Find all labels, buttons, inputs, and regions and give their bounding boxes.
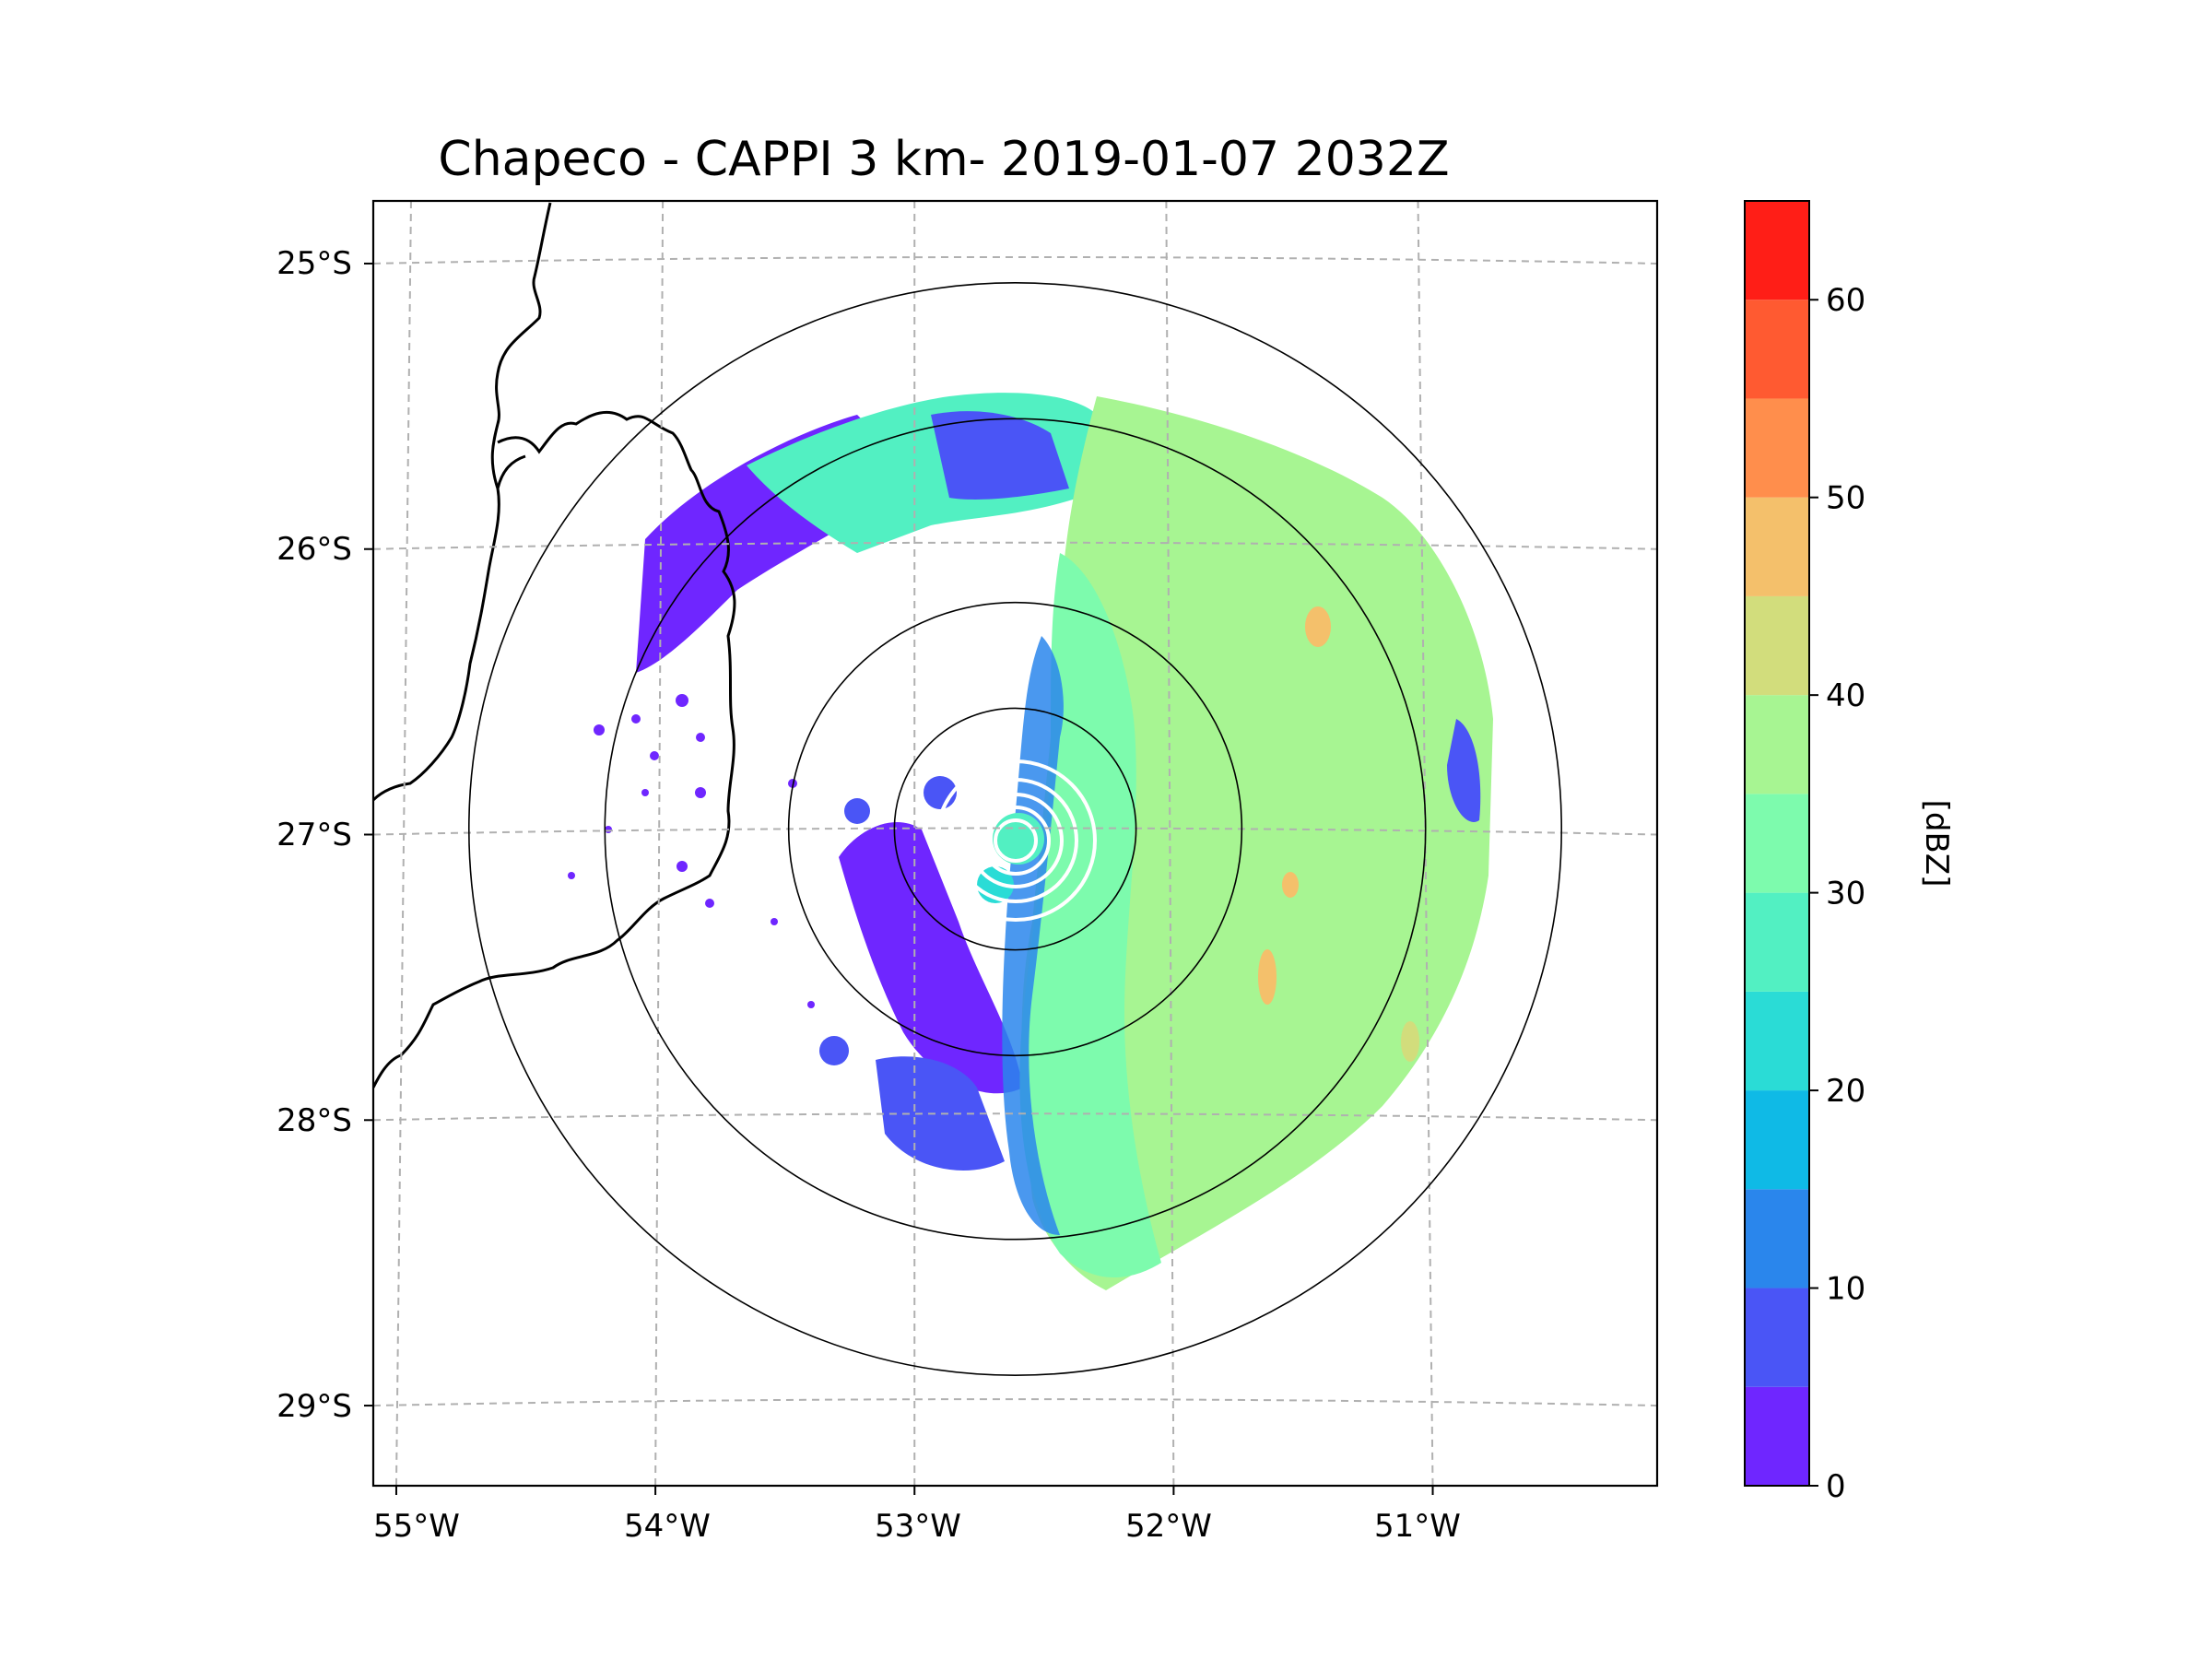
state-border <box>373 410 736 1088</box>
colorbar-level <box>1745 595 1809 696</box>
colorbar-level <box>1745 695 1809 794</box>
strong-cells <box>1258 606 1419 1062</box>
lat-ticks: 25°S 26°S 27°S 28°S 29°S <box>276 245 352 1425</box>
northern-arc-edge <box>931 411 1069 500</box>
range-rings <box>467 282 1563 1377</box>
colorbar-level <box>1745 1189 1809 1288</box>
map-frame <box>371 199 1659 1488</box>
lon-tick-label: 54°W <box>624 1508 711 1545</box>
colorbar-tick-label: 30 <box>1826 876 1865 912</box>
lon-ticks: 55°W 54°W 53°W 52°W 51°W <box>373 1508 1461 1545</box>
colorbar-tick-label: 20 <box>1826 1073 1865 1110</box>
colorbar-tick-label: 50 <box>1826 480 1865 517</box>
colorbar-level <box>1745 892 1809 992</box>
weak-echo-south <box>876 1056 1005 1171</box>
colorbar-levels <box>1745 201 1809 1486</box>
chart-title: Chapeco - CAPPI 3 km- 2019-01-07 2032Z <box>438 132 1449 187</box>
colorbar-label: [dBZ] <box>1918 800 1955 888</box>
eastern-edge-cells <box>1447 719 1481 822</box>
lat-tick-label: 29°S <box>276 1388 352 1425</box>
lat-tick-label: 25°S <box>276 245 352 282</box>
range-ring <box>787 601 1243 1057</box>
range-ring <box>604 418 1427 1241</box>
stratiform-rain <box>1021 396 1493 1290</box>
colorbar-level <box>1745 300 1809 399</box>
lon-tick-label: 51°W <box>1374 1508 1461 1545</box>
weak-echo-southwest <box>839 821 1023 1094</box>
western-specks <box>568 694 815 1008</box>
lon-tick-label: 53°W <box>875 1508 961 1545</box>
colorbar-tick-label: 40 <box>1826 677 1865 714</box>
lat-tick-label: 28°S <box>276 1102 352 1139</box>
colorbar-level <box>1745 991 1809 1091</box>
colorbar-level <box>1745 1288 1809 1387</box>
colorbar-tick-label: 0 <box>1826 1468 1846 1505</box>
lon-tick-label: 55°W <box>373 1508 460 1545</box>
lat-tick-label: 27°S <box>276 817 352 853</box>
colorbar-tick-label: 60 <box>1826 282 1865 319</box>
lat-tick-label: 26°S <box>276 531 352 568</box>
colorbar-ticks: 0 10 20 30 40 50 60 <box>1809 282 1865 1505</box>
country-border <box>373 202 552 802</box>
colorbar: 0 10 20 30 40 50 60 [dBZ] <box>1744 200 1955 1505</box>
colorbar-tick-label: 10 <box>1826 1271 1865 1308</box>
colorbar-frame <box>1744 200 1810 1487</box>
range-ring <box>467 282 1563 1377</box>
near-radar-rings <box>935 759 1097 922</box>
range-ring <box>893 707 1137 951</box>
lon-tick-label: 52°W <box>1125 1508 1212 1545</box>
colorbar-level <box>1745 1090 1809 1190</box>
map-panel: 55°W 54°W 53°W 52°W 51°W 25°S 26°S 27°S … <box>276 199 1659 1545</box>
colorbar-level <box>1745 398 1809 498</box>
colorbar-level <box>1745 497 1809 596</box>
colorbar-level <box>1745 1386 1809 1486</box>
coast-upper-state <box>496 454 526 489</box>
colorbar-level <box>1745 794 1809 893</box>
leading-edge <box>1002 636 1064 1235</box>
colorbar-level <box>1745 201 1809 300</box>
reflectivity-field <box>568 393 1493 1290</box>
